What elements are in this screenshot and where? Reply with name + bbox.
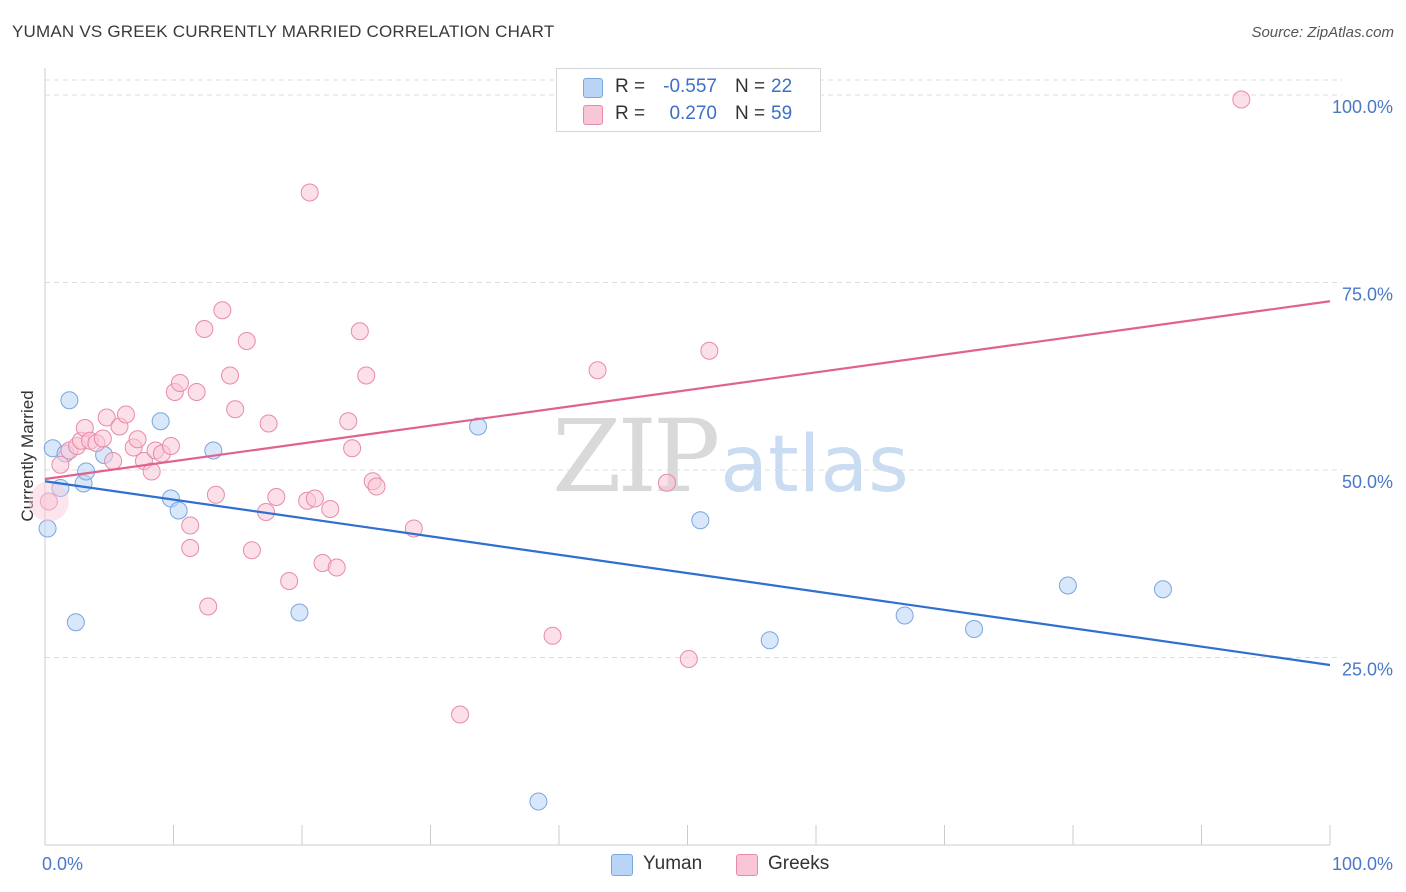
yuman-point xyxy=(290,603,309,622)
r-label: R = xyxy=(615,103,646,124)
r-label: R = xyxy=(615,76,646,97)
greeks-point xyxy=(242,541,261,560)
greeks-point xyxy=(367,477,386,496)
x-tick-label: 100.0% xyxy=(1332,854,1393,874)
greeks-point xyxy=(700,341,719,360)
greeks-point xyxy=(199,597,218,616)
legend-label-yuman: Yuman xyxy=(643,853,703,874)
greeks-point xyxy=(161,437,180,455)
trendline-greeks xyxy=(44,300,1331,481)
yuman-point xyxy=(151,412,170,431)
greeks-point xyxy=(181,516,200,535)
stats-row-yuman: R = -0.557 N = 22 xyxy=(557,74,820,100)
yuman-point xyxy=(60,391,79,410)
greeks-point xyxy=(237,332,256,350)
greeks-point xyxy=(327,558,346,577)
yuman-point xyxy=(529,792,548,811)
stats-box: R = -0.557 N = 22 R = 0.270 N = 59 xyxy=(556,68,821,132)
greeks-cluster-point xyxy=(28,481,69,522)
greeks-point xyxy=(679,650,698,668)
greeks-point xyxy=(206,485,225,504)
greeks-point xyxy=(213,301,232,320)
legend-swatch-greeks xyxy=(736,854,758,876)
n-value: 59 xyxy=(771,103,793,124)
n-value: 22 xyxy=(771,76,793,97)
greeks-point xyxy=(357,366,376,385)
greeks-point xyxy=(657,473,676,492)
greeks-point xyxy=(181,539,200,557)
yuman-point xyxy=(760,631,779,650)
greeks-point xyxy=(300,183,319,202)
greeks-point xyxy=(1232,90,1251,109)
greeks-point xyxy=(588,361,607,380)
n-label: N = xyxy=(735,76,766,97)
greeks-point xyxy=(226,400,245,419)
r-value: -0.557 xyxy=(663,76,717,97)
yuman-point xyxy=(169,501,188,520)
greeks-point xyxy=(51,455,70,474)
greeks-point xyxy=(221,366,240,385)
y-tick-label: 25.0% xyxy=(1342,660,1393,680)
greeks-point xyxy=(343,439,362,458)
greeks-point xyxy=(339,412,358,431)
n-label: N = xyxy=(735,103,766,124)
greeks-point xyxy=(543,626,562,645)
greeks-point xyxy=(280,572,299,590)
yuman-point xyxy=(1153,580,1172,599)
greeks-point xyxy=(170,374,189,392)
greeks-swatch xyxy=(583,105,603,125)
greeks-point xyxy=(104,452,123,470)
y-tick-label: 100.0% xyxy=(1332,97,1393,117)
yuman-swatch xyxy=(583,78,603,98)
greeks-point xyxy=(321,500,340,518)
greeks-point xyxy=(451,705,470,724)
greeks-point xyxy=(128,430,147,449)
greeks-point xyxy=(187,383,206,401)
yuman-point xyxy=(895,606,914,625)
yuman-point xyxy=(1058,576,1077,595)
greeks-point xyxy=(350,322,369,341)
series-greeks xyxy=(39,83,1251,724)
greeks-point xyxy=(39,492,58,511)
greeks-point xyxy=(195,320,214,338)
legend: Yuman Greeks xyxy=(0,852,1406,878)
x-tick-label: 0.0% xyxy=(42,854,83,874)
trendline-yuman xyxy=(44,480,1331,667)
greeks-point xyxy=(259,414,278,433)
greeks-point xyxy=(97,408,116,427)
yuman-point xyxy=(38,519,57,538)
yuman-point xyxy=(691,511,710,530)
legend-label-greeks: Greeks xyxy=(768,853,830,874)
greeks-point xyxy=(93,429,112,448)
r-value: 0.270 xyxy=(669,103,717,124)
y-tick-label: 50.0% xyxy=(1342,472,1393,492)
greeks-point xyxy=(142,462,161,481)
legend-swatch-yuman xyxy=(611,854,633,876)
source-label: Source: ZipAtlas.com xyxy=(1251,24,1394,41)
yuman-point xyxy=(965,620,984,638)
greeks-point xyxy=(267,488,286,506)
stats-row-greeks: R = 0.270 N = 59 xyxy=(557,101,820,127)
yuman-point xyxy=(66,613,85,632)
y-tick-label: 75.0% xyxy=(1342,285,1393,305)
greeks-point xyxy=(116,405,135,424)
greeks-point xyxy=(305,489,324,508)
chart-title: YUMAN VS GREEK CURRENTLY MARRIED CORRELA… xyxy=(12,22,555,41)
